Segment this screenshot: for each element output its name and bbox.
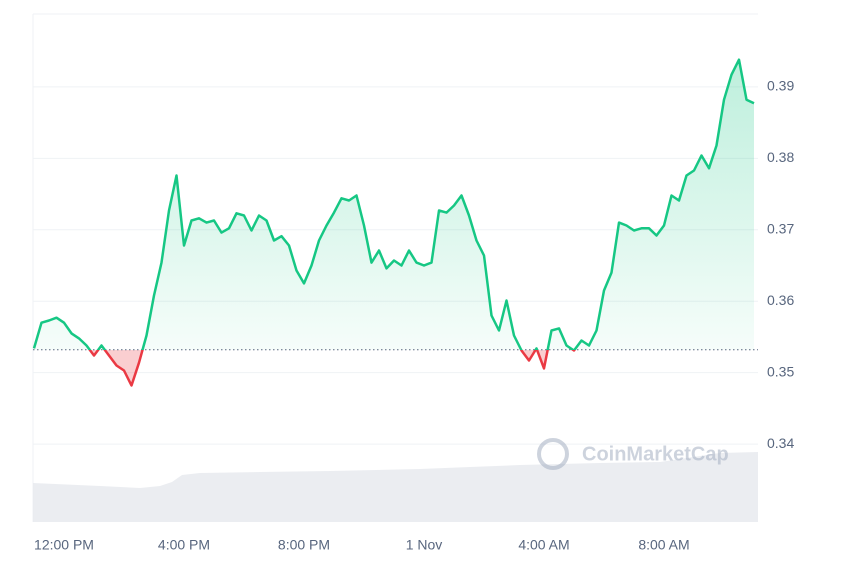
x-tick-label: 1 Nov <box>406 537 443 553</box>
y-tick-label: 0.38 <box>767 149 794 165</box>
labels: 0.34 0.35 0.36 0.37 0.38 0.39 12:00 PM 4:00 PM 8… <box>34 78 794 553</box>
watermark-logo <box>537 438 569 470</box>
watermark: CoinMarketCap <box>537 438 729 470</box>
price-area <box>34 59 754 386</box>
x-tick-label: 4:00 PM <box>158 537 210 553</box>
price-line <box>32 58 755 387</box>
watermark-text: CoinMarketCap <box>582 443 729 465</box>
plot <box>32 58 758 387</box>
x-tick-label: 12:00 PM <box>34 537 94 553</box>
y-tick-label: 0.35 <box>767 363 794 379</box>
volume-area <box>33 452 758 522</box>
x-tick-label: 8:00 AM <box>638 537 689 553</box>
x-tick-label: 4:00 AM <box>518 537 569 553</box>
y-tick-label: 0.34 <box>767 435 794 451</box>
y-tick-label: 0.36 <box>767 292 794 308</box>
y-tick-label: 0.39 <box>767 78 794 94</box>
x-tick-label: 8:00 PM <box>278 537 330 553</box>
y-tick-label: 0.37 <box>767 220 794 236</box>
